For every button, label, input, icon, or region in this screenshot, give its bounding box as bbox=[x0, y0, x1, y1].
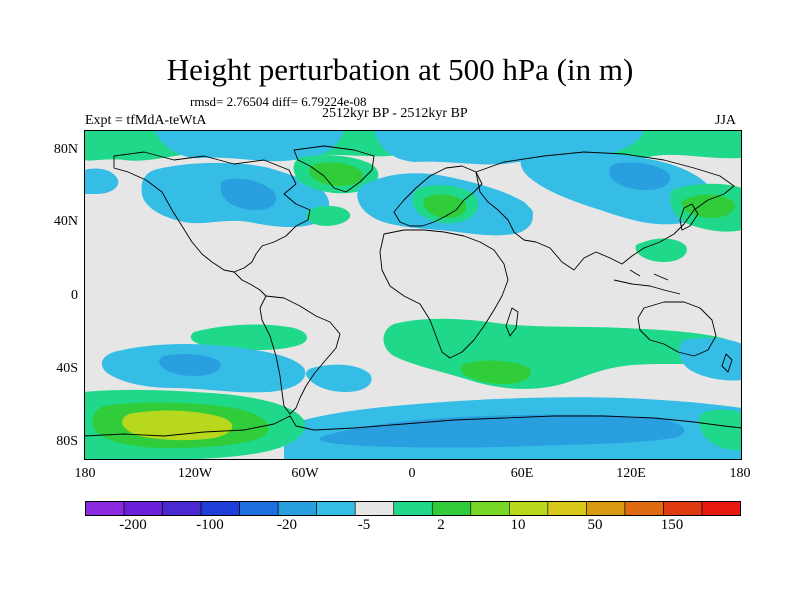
colorbar-swatch bbox=[354, 501, 395, 516]
colorbar-label-neg20: -20 bbox=[277, 517, 297, 533]
coastline-new-zealand bbox=[721, 353, 733, 373]
colorbar-swatch bbox=[316, 501, 356, 516]
colorbar-swatch bbox=[624, 501, 664, 516]
anomaly-region-asia-blue-core bbox=[609, 162, 671, 190]
lon-label-120w: 120W bbox=[177, 466, 213, 481]
plot-title: Height perturbation at 500 hPa (in m) bbox=[166, 52, 634, 87]
coastline-indonesia bbox=[613, 269, 681, 295]
lon-label-120e: 120E bbox=[616, 466, 646, 481]
lat-label-80n: 80N bbox=[53, 142, 78, 157]
colorbar-label-2: 2 bbox=[437, 517, 445, 533]
lon-label-180w: 180 bbox=[74, 466, 96, 481]
colorbar-swatch bbox=[123, 501, 163, 516]
colorbar-label-50: 50 bbox=[587, 517, 603, 533]
map-frame bbox=[84, 130, 742, 460]
anomaly-region-pacific-blue-north bbox=[84, 168, 119, 194]
colorbar-swatch bbox=[162, 501, 202, 516]
colorbar-label-neg5: -5 bbox=[357, 517, 371, 533]
lon-label-180e: 180 bbox=[729, 466, 751, 481]
colorbar-swatch bbox=[85, 501, 125, 516]
colorbar-swatch bbox=[239, 501, 279, 516]
anomaly-region-antarctic-teal-east bbox=[698, 409, 742, 451]
coastline-europe bbox=[393, 165, 483, 227]
coastlines bbox=[84, 145, 742, 437]
plot-subtitle: 2512kyr BP - 2512kyr BP bbox=[322, 106, 468, 121]
lat-label-0: 0 bbox=[71, 288, 78, 303]
stats-text: rmsd= 2.76504 diff= 6.79224e-08 bbox=[190, 94, 367, 109]
coastline-central-america bbox=[233, 271, 267, 297]
colorbar-swatch bbox=[393, 501, 433, 516]
colorbar-swatch bbox=[509, 501, 549, 516]
anomaly-region-atlantic-teal bbox=[306, 206, 351, 226]
colorbar-swatch bbox=[663, 501, 703, 516]
coastline-north-america bbox=[113, 151, 311, 273]
anomaly-region-s-pacific-teal bbox=[190, 324, 308, 350]
coastline-africa bbox=[379, 229, 509, 359]
colorbar-swatch bbox=[431, 501, 472, 516]
anomaly-region-antarctic-lime-west bbox=[121, 410, 233, 441]
anomaly-region-n-pacific-green bbox=[681, 194, 735, 218]
anomaly-region-antarctic-blue-core bbox=[319, 414, 685, 448]
experiment-label: Expt = tfMdA-teWtA bbox=[85, 113, 207, 128]
colorbar-swatch bbox=[547, 501, 587, 516]
colorbar-label-neg200: -200 bbox=[119, 517, 147, 533]
anomaly-region-europe-green bbox=[423, 194, 467, 218]
coastline-greenland bbox=[293, 145, 375, 193]
coastline-antarctica bbox=[84, 415, 742, 437]
coastline-madagascar bbox=[505, 307, 519, 337]
anomaly-region-asia-blue bbox=[520, 151, 715, 225]
colorbar-swatch bbox=[200, 501, 240, 516]
anomaly-region-s-atlantic-blue bbox=[305, 364, 372, 392]
colorbar bbox=[85, 501, 741, 516]
anomaly-region-s-indian-green bbox=[460, 360, 532, 384]
anomaly-region-arctic-blue-west bbox=[154, 130, 344, 162]
contour-map bbox=[84, 130, 742, 460]
lon-label-60w: 60W bbox=[291, 466, 319, 481]
colorbar-swatch bbox=[470, 501, 510, 516]
coastline-south-america bbox=[259, 295, 341, 415]
coastline-asia bbox=[475, 151, 735, 271]
colorbar-swatch bbox=[701, 501, 741, 516]
colorbar-swatch bbox=[586, 501, 626, 516]
colorbar-label-10: 10 bbox=[510, 517, 526, 533]
colorbar-swatch bbox=[277, 501, 317, 516]
anomaly-region-greenland-green-core bbox=[309, 162, 363, 186]
lat-label-40s: 40S bbox=[56, 361, 78, 376]
coastline-australia bbox=[637, 301, 717, 357]
lon-label-0: 0 bbox=[408, 466, 416, 481]
season-label: JJA bbox=[715, 113, 737, 128]
anomaly-region-n-america-blue-core bbox=[220, 178, 276, 210]
lat-label-40n: 40N bbox=[53, 214, 78, 229]
coastline-japan bbox=[679, 203, 699, 231]
colorbar-label-neg100: -100 bbox=[196, 517, 224, 533]
lat-label-80s: 80S bbox=[56, 434, 78, 449]
lon-label-60e: 60E bbox=[510, 466, 534, 481]
anomaly-region-s-pacific-blue-core bbox=[159, 354, 221, 376]
anomaly-region-west-pacific-teal bbox=[635, 238, 687, 262]
colorbar-label-150: 150 bbox=[660, 517, 684, 533]
